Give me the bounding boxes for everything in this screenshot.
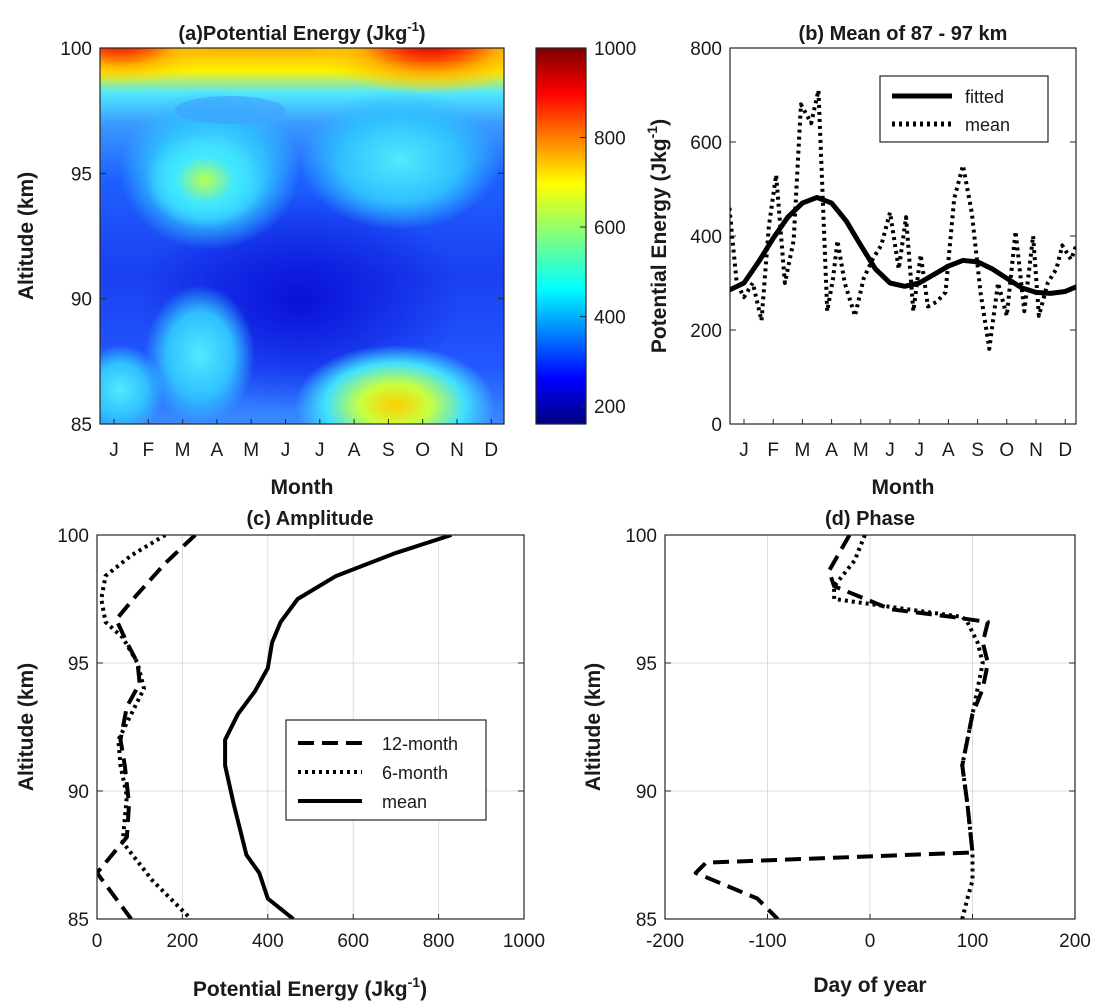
panel-b-xtick-label: J bbox=[885, 440, 895, 461]
legend-label-mean: mean bbox=[965, 115, 1010, 135]
panel-b-ytick-label: 400 bbox=[690, 227, 722, 248]
panel-c-series-6-month bbox=[99, 535, 193, 919]
legend-label-6-month: 6-month bbox=[382, 763, 448, 783]
panel-a-title: (a)Potential Energy (Jkg-1) bbox=[178, 19, 425, 45]
legend-label-mean-c: mean bbox=[382, 792, 427, 812]
panel-b-ytick-label: 200 bbox=[690, 321, 722, 342]
panel-d-title: (d) Phase bbox=[825, 508, 915, 530]
panel-d-ytick-label: 100 bbox=[625, 526, 657, 547]
panel-d-ytick-label: 90 bbox=[636, 782, 657, 803]
panel-a-xtick-label: S bbox=[382, 440, 395, 461]
panel-c-xtick-label: 600 bbox=[337, 931, 369, 952]
panel-d-xtick-label: 100 bbox=[957, 931, 989, 952]
panel-a-ytick-label: 95 bbox=[71, 164, 92, 185]
panel-d-xtick-label: 200 bbox=[1059, 931, 1091, 952]
panel-a-xtick-label: F bbox=[142, 440, 154, 461]
panel-b-title: (b) Mean of 87 - 97 km bbox=[799, 23, 1008, 45]
panel-a-xtick-label: M bbox=[243, 440, 259, 461]
panel-a-ytick-label: 85 bbox=[71, 415, 92, 436]
panel-b-xtick-label: S bbox=[971, 440, 984, 461]
panel-b-xtick-label: J bbox=[914, 440, 924, 461]
panel-d-xtick-label: -100 bbox=[748, 931, 786, 952]
panel-b-ytick-label: 800 bbox=[690, 39, 722, 60]
panel-a-ylabel: Altitude (km) bbox=[15, 172, 38, 300]
panel-b-xtick-label: J bbox=[739, 440, 749, 461]
panel-c-xtick-label: 1000 bbox=[503, 931, 545, 952]
panel-d-xlabel: Day of year bbox=[813, 974, 926, 997]
panel-b-ytick-label: 600 bbox=[690, 133, 722, 154]
panel-c-legend: 12-month 6-month mean bbox=[285, 719, 487, 821]
panel-c-ytick-label: 90 bbox=[68, 782, 89, 803]
panel-b-series-fitted bbox=[730, 194, 1076, 296]
panel-b-xtick-label: M bbox=[794, 440, 810, 461]
panel-c: (c) Amplitude 0 200 400 600 800 1000 85 90 95 100… bbox=[15, 508, 545, 1001]
panel-c-xtick-label: 400 bbox=[252, 931, 284, 952]
panel-d: (d) Phase -200 -100 0 100 200 85 90 95 100 Day o… bbox=[582, 508, 1091, 997]
panel-a-xtick-label: D bbox=[484, 440, 498, 461]
panel-a-xlabel: Month bbox=[271, 476, 334, 499]
panel-d-ytick-label: 95 bbox=[636, 654, 657, 675]
panel-b-series-mean bbox=[730, 88, 1076, 351]
panel-c-ylabel: Altitude (km) bbox=[15, 663, 38, 791]
colorbar-tick-label: 1000 bbox=[594, 39, 636, 60]
colorbar-tick-label: 600 bbox=[594, 218, 626, 239]
panel-b-xtick-label: D bbox=[1058, 440, 1072, 461]
panel-c-xlabel: Potential Energy (Jkg-1) bbox=[193, 974, 427, 1001]
panel-c-xtick-label: 800 bbox=[423, 931, 455, 952]
panel-c-series-mean bbox=[223, 535, 453, 919]
panel-a-xtick-label: M bbox=[175, 440, 191, 461]
panel-a-xtick-label: N bbox=[450, 440, 464, 461]
panel-a-ytick-label: 100 bbox=[60, 39, 92, 60]
panel-a-xtick-label: J bbox=[281, 440, 291, 461]
panel-a-xtick-label: A bbox=[211, 440, 224, 461]
colorbar-tick-label: 800 bbox=[594, 129, 626, 150]
panel-b-ylabel: Potential Energy (Jkg-1) bbox=[644, 119, 671, 353]
panel-b: (b) Mean of 87 - 97 km J F M A M J J A S O N D02004… bbox=[644, 23, 1077, 499]
panel-d-ylabel: Altitude (km) bbox=[582, 663, 605, 791]
panel-c-title: (c) Amplitude bbox=[246, 508, 373, 530]
panel-a-ytick-label: 90 bbox=[71, 290, 92, 311]
panel-a-xtick-label: J bbox=[315, 440, 325, 461]
panel-b-xtick-label: A bbox=[942, 440, 955, 461]
legend-label-fitted: fitted bbox=[965, 87, 1004, 107]
panel-a-xtick-label: O bbox=[415, 440, 430, 461]
panel-b-xtick-label: F bbox=[767, 440, 779, 461]
panel-b-xtick-label: A bbox=[825, 440, 838, 461]
panel-d-series-12-month bbox=[693, 535, 990, 919]
panel-b-xlabel: Month bbox=[872, 476, 935, 499]
panel-a-xtick-label: A bbox=[348, 440, 361, 461]
panel-b-xtick-label: M bbox=[853, 440, 869, 461]
panel-c-ytick-label: 85 bbox=[68, 910, 89, 931]
panel-b-ytick-label: 0 bbox=[711, 415, 722, 436]
panel-d-ytick-label: 85 bbox=[636, 910, 657, 931]
colorbar: 200 400 600 800 1000 bbox=[535, 39, 636, 425]
panel-d-xtick-label: -200 bbox=[646, 931, 684, 952]
heatmap-field bbox=[100, 48, 504, 424]
panel-b-xtick-label: N bbox=[1029, 440, 1043, 461]
colorbar-tick-label: 200 bbox=[594, 397, 626, 418]
colorbar-tick-label: 400 bbox=[594, 308, 626, 329]
panel-c-xtick-label: 0 bbox=[92, 931, 103, 952]
panel-d-xtick-label: 0 bbox=[865, 931, 876, 952]
panel-b-xtick-label: O bbox=[999, 440, 1014, 461]
panel-c-xtick-label: 200 bbox=[167, 931, 199, 952]
panel-c-series-12-month bbox=[97, 535, 197, 919]
panel-a-xtick-label: J bbox=[109, 440, 119, 461]
panel-d-series-6-month bbox=[832, 535, 985, 919]
legend-label-12-month: 12-month bbox=[382, 734, 458, 754]
panel-c-ytick-label: 95 bbox=[68, 654, 89, 675]
panel-b-legend: fitted mean bbox=[879, 75, 1049, 143]
panel-c-ytick-label: 100 bbox=[57, 526, 89, 547]
